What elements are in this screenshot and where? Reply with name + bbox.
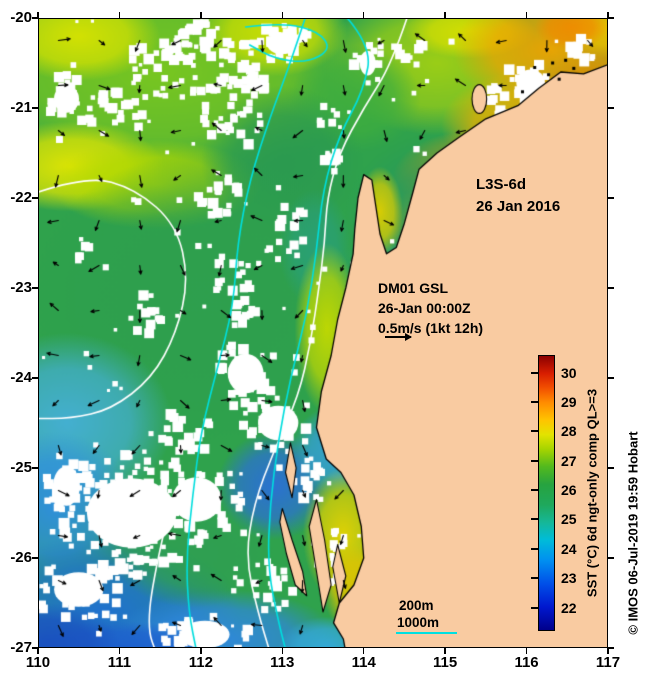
colorbar-tick-label: 30 <box>561 364 577 381</box>
colorbar-tick-label: 23 <box>561 570 577 587</box>
axis-tick <box>37 648 39 654</box>
colorbar-tick-label: 24 <box>561 540 577 557</box>
y-tick-label: -25 <box>10 459 32 476</box>
depth-1000m-label: 1000m <box>397 615 440 630</box>
colorbar-tick <box>531 371 539 374</box>
mooring-time: 26-Jan 00:00Z <box>378 300 471 316</box>
y-tick-label: -21 <box>10 99 32 116</box>
y-tick-label: -20 <box>10 9 32 26</box>
colorbar-tick <box>531 459 539 462</box>
colorbar-tick <box>531 606 539 609</box>
product-title: L3S-6d <box>476 176 527 193</box>
colorbar-tick <box>531 518 539 521</box>
axis-tick <box>525 648 528 654</box>
x-tick-label: 115 <box>433 654 458 671</box>
axis-tick <box>608 107 614 109</box>
depth-200m-label: 200m <box>399 598 434 613</box>
y-tick-label: -27 <box>10 639 32 656</box>
colorbar-gradient <box>538 355 555 631</box>
y-tick-label: -23 <box>10 279 32 296</box>
colorbar: 30 29 28 27 26 25 24 23 22 <box>530 349 640 639</box>
colorbar-tick-label: 22 <box>561 599 577 616</box>
axis-tick <box>608 17 614 19</box>
colorbar-tick-label: 28 <box>561 423 577 440</box>
colorbar-tick-label: 25 <box>561 511 577 528</box>
product-date: 26 Jan 2016 <box>476 198 561 215</box>
y-tick-label: -24 <box>10 369 32 386</box>
vector-scale-label: 0.5m/s (1kt 12h) <box>378 320 484 336</box>
colorbar-tick-label: 27 <box>561 452 577 469</box>
x-tick-label: 113 <box>270 654 295 671</box>
x-tick-label: 114 <box>351 654 376 671</box>
x-tick-label: 117 <box>595 654 621 671</box>
axis-tick <box>200 648 202 654</box>
colorbar-tick-label: 29 <box>561 393 577 410</box>
scale-arrow-icon <box>385 333 412 341</box>
axis-tick <box>608 197 614 199</box>
colorbar-tick <box>531 400 539 403</box>
axis-tick <box>118 648 121 654</box>
axis-tick <box>362 648 365 654</box>
colorbar-label: SST (°C) 6d ngt-only comp QL>=3 <box>584 388 600 598</box>
axis-tick <box>608 647 614 649</box>
axis-tick <box>607 648 609 654</box>
x-tick-label: 112 <box>188 654 213 671</box>
imos-watermark: © IMOS 06-Jul-2019 19:59 Hobart <box>625 431 641 635</box>
colorbar-tick <box>531 577 539 580</box>
x-tick-label: 111 <box>107 654 132 671</box>
colorbar-tick <box>531 489 539 492</box>
colorbar-tick <box>531 430 539 433</box>
x-tick-label: 110 <box>25 654 51 671</box>
x-tick-label: 116 <box>514 654 539 671</box>
y-tick-label: -26 <box>10 549 32 566</box>
y-tick-label: -22 <box>10 189 32 206</box>
colorbar-tick <box>531 547 539 550</box>
axis-tick <box>444 648 446 654</box>
depth-1000m-line <box>396 632 457 634</box>
sst-map-canvas <box>38 18 608 648</box>
axis-tick <box>608 287 614 289</box>
colorbar-tick-label: 26 <box>561 482 577 499</box>
mooring-id: DM01 GSL <box>378 280 449 296</box>
axis-tick <box>281 648 284 654</box>
